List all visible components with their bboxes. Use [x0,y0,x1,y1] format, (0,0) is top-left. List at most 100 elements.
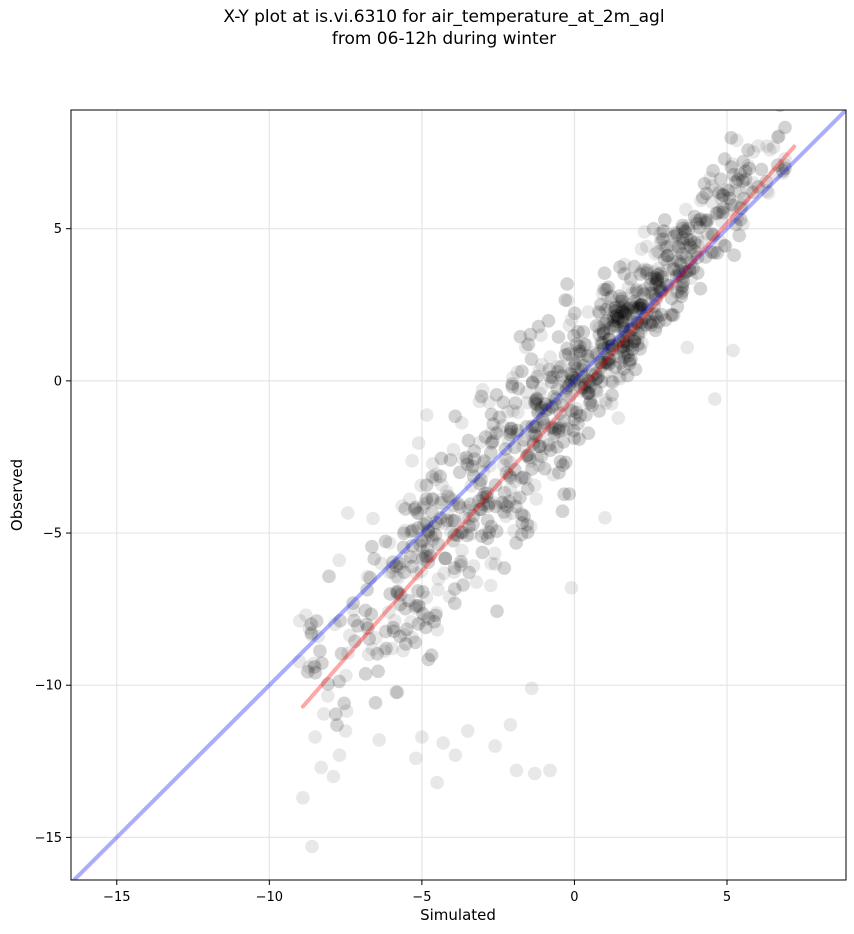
data-point [675,231,690,246]
data-point [690,250,705,265]
data-point [322,569,336,584]
data-point [447,493,461,508]
data-point [658,313,673,327]
data-point [537,441,552,456]
data-point [374,556,389,571]
data-point [581,352,596,367]
data-point [593,361,607,376]
data-point [589,372,603,387]
data-point [390,584,404,599]
data-point [423,549,437,563]
data-point [623,353,637,368]
data-point [496,418,510,433]
data-point [430,775,444,790]
data-point [534,328,548,343]
data-point [648,323,663,338]
data-point [532,430,547,444]
data-point [462,503,477,518]
data-point [627,294,642,309]
data-point [588,366,603,381]
data-point [307,656,321,671]
data-point [514,527,529,542]
data-point [435,492,449,507]
data-point [408,635,423,650]
data-point [466,509,481,523]
data-point [596,323,610,338]
data-point [511,381,526,396]
data-point [520,449,534,463]
data-point [358,603,373,618]
data-point [726,343,740,358]
data-point [332,674,347,689]
data-point [617,350,632,364]
data-point [590,371,605,386]
data-point [424,648,439,662]
data-point [625,342,640,357]
y-tick-label: −5 [43,527,62,542]
data-point [599,302,613,317]
data-point [621,301,635,316]
data-point [623,323,638,338]
data-point [477,454,492,468]
data-point [736,217,750,231]
data-point [420,542,435,557]
data-point [500,499,514,514]
data-point [659,278,674,292]
data-point [476,456,490,470]
data-point [421,555,436,569]
data-point [480,513,495,528]
data-point [365,642,380,656]
data-point [600,347,614,362]
data-point [595,286,610,301]
data-point [606,318,621,333]
data-point [682,263,697,277]
data-point [556,423,571,437]
data-point [517,433,531,447]
data-point [492,410,507,425]
data-point [537,461,552,476]
data-point [742,161,756,176]
data-point [361,621,375,635]
data-point [760,139,774,153]
data-point [504,421,518,436]
data-point [562,318,577,333]
data-point [565,404,580,418]
data-point [597,326,611,341]
data-point [590,347,604,361]
data-point [630,296,644,311]
data-point [568,374,582,388]
data-point [627,331,642,346]
data-point [438,516,453,531]
data-point [576,370,590,384]
data-point [524,681,539,696]
data-point [476,497,491,512]
data-point [567,431,582,445]
data-point [630,285,645,300]
data-point [724,197,739,212]
data-point [583,395,598,410]
data-point [670,300,685,314]
data-point [569,401,584,416]
data-point [411,584,425,598]
data-point [508,491,523,506]
data-point [385,560,399,574]
data-point [589,384,604,398]
data-point [608,300,623,315]
data-point [560,277,574,291]
data-point [369,631,383,645]
data-point [507,524,521,538]
chart-title-line1: X-Y plot at is.vi.6310 for air_temperatu… [223,7,665,27]
data-point [500,453,515,468]
data-point [729,175,743,189]
data-point [620,368,635,383]
data-point [411,584,425,598]
data-point [553,418,567,433]
data-point [482,525,497,540]
data-point [710,246,724,260]
data-point [392,556,407,571]
data-point [425,470,440,484]
data-point [627,294,642,309]
data-point [593,307,607,321]
data-point [367,552,382,566]
data-point [474,529,489,543]
